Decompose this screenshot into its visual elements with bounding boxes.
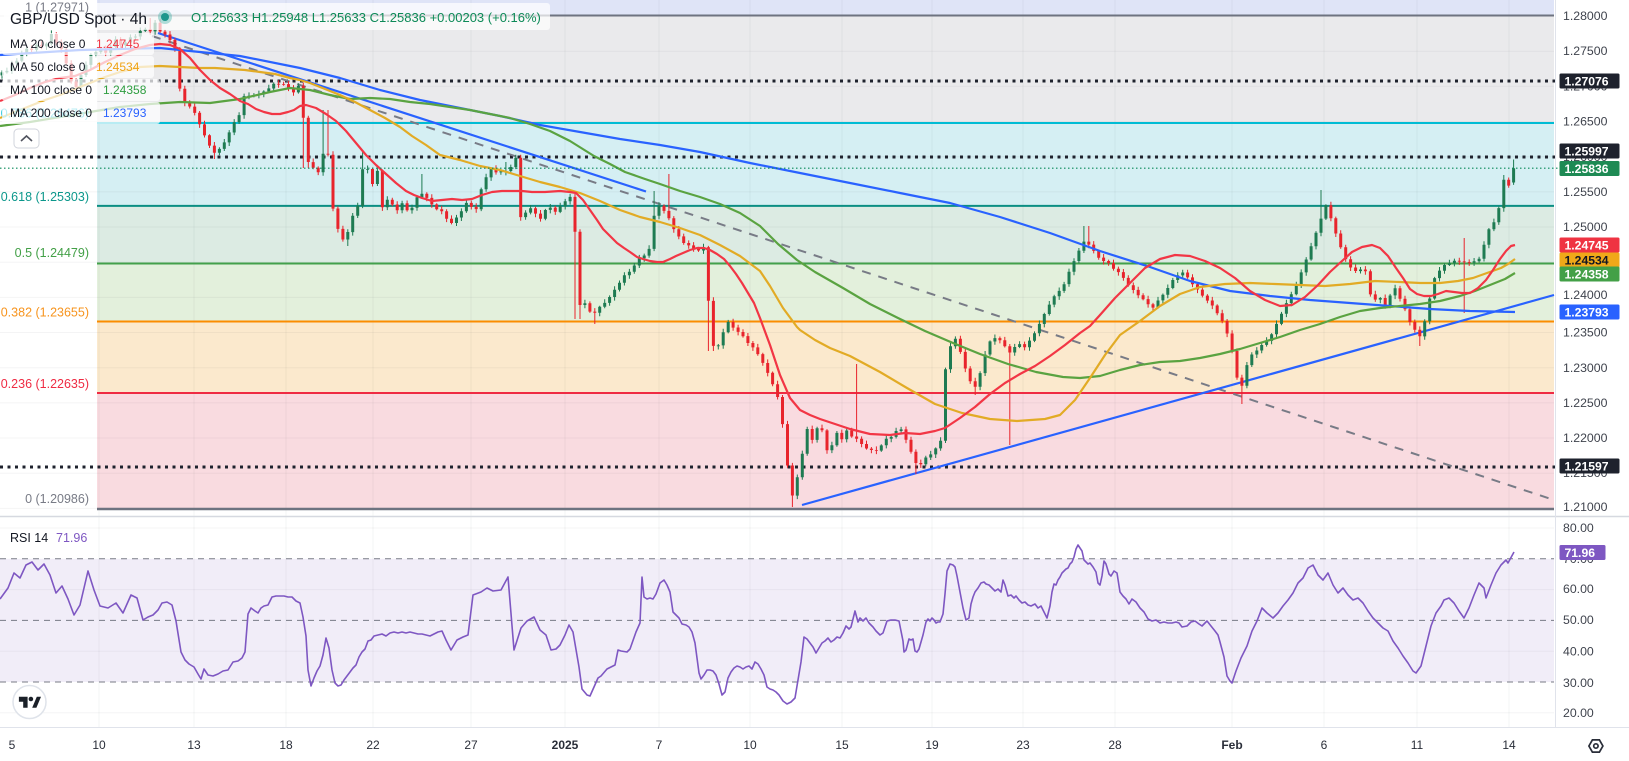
svg-text:1.23000: 1.23000 xyxy=(1563,361,1608,375)
svg-text:O1.25633 H1.25948 L1.25633: O1.25633 H1.25948 L1.25633 C1.25836 +0.0… xyxy=(191,10,541,25)
svg-text:6: 6 xyxy=(1321,738,1328,752)
svg-text:1.24358: 1.24358 xyxy=(103,83,147,97)
svg-text:1.24745: 1.24745 xyxy=(96,37,140,51)
svg-text:1.25836: 1.25836 xyxy=(1565,162,1609,176)
svg-text:1.21000: 1.21000 xyxy=(1563,500,1608,514)
svg-text:5: 5 xyxy=(9,738,16,752)
svg-text:27: 27 xyxy=(464,738,478,752)
svg-text:15: 15 xyxy=(835,738,849,752)
svg-text:0 (1.20986): 0 (1.20986) xyxy=(25,492,89,506)
svg-text:1.25000: 1.25000 xyxy=(1563,220,1608,234)
svg-text:1.23500: 1.23500 xyxy=(1563,326,1608,340)
svg-text:22: 22 xyxy=(366,738,380,752)
svg-text:14: 14 xyxy=(1502,738,1516,752)
svg-text:71.96: 71.96 xyxy=(1565,546,1596,560)
svg-text:0.5 (1.24479): 0.5 (1.24479) xyxy=(15,246,89,260)
svg-text:MA 20 close 0: MA 20 close 0 xyxy=(10,37,86,51)
svg-text:1.22000: 1.22000 xyxy=(1563,431,1608,445)
svg-text:60.00: 60.00 xyxy=(1563,582,1594,596)
svg-text:1.27076: 1.27076 xyxy=(1565,74,1609,88)
svg-text:0.618 (1.25303): 0.618 (1.25303) xyxy=(1,190,89,204)
svg-text:RSI 14: RSI 14 xyxy=(10,531,48,545)
svg-text:1.24534: 1.24534 xyxy=(96,60,140,74)
svg-text:2025: 2025 xyxy=(552,738,579,752)
svg-text:0.382 (1.23655): 0.382 (1.23655) xyxy=(1,305,89,319)
svg-text:50.00: 50.00 xyxy=(1563,613,1594,627)
svg-text:1.28000: 1.28000 xyxy=(1563,9,1608,23)
svg-text:1.27500: 1.27500 xyxy=(1563,44,1608,58)
svg-text:18: 18 xyxy=(279,738,293,752)
svg-text:1.24000: 1.24000 xyxy=(1563,288,1608,302)
svg-text:1.22500: 1.22500 xyxy=(1563,396,1608,410)
svg-text:23: 23 xyxy=(1016,738,1030,752)
svg-text:19: 19 xyxy=(925,738,939,752)
svg-text:MA 100 close 0: MA 100 close 0 xyxy=(10,83,92,97)
svg-text:7: 7 xyxy=(656,738,663,752)
svg-text:1 (1.27971): 1 (1.27971) xyxy=(25,0,89,14)
svg-text:13: 13 xyxy=(187,738,201,752)
svg-text:1.24534: 1.24534 xyxy=(1565,253,1609,267)
svg-text:Feb: Feb xyxy=(1221,738,1242,752)
svg-text:11: 11 xyxy=(1411,738,1424,752)
svg-text:1.25997: 1.25997 xyxy=(1565,144,1609,158)
svg-text:MA 50 close 0: MA 50 close 0 xyxy=(10,60,86,74)
svg-text:0.236 (1.22635): 0.236 (1.22635) xyxy=(1,377,89,391)
svg-text:1.25500: 1.25500 xyxy=(1563,185,1608,199)
svg-text:40.00: 40.00 xyxy=(1563,645,1594,659)
svg-text:10: 10 xyxy=(743,738,757,752)
svg-text:1.24745: 1.24745 xyxy=(1565,238,1609,252)
svg-text:1.26500: 1.26500 xyxy=(1563,115,1608,129)
svg-text:1.23793: 1.23793 xyxy=(103,106,147,120)
svg-text:1.24358: 1.24358 xyxy=(1565,267,1609,281)
svg-text:20.00: 20.00 xyxy=(1563,706,1594,720)
svg-text:28: 28 xyxy=(1108,738,1122,752)
svg-text:30.00: 30.00 xyxy=(1563,676,1594,690)
svg-text:MA 200 close 0: MA 200 close 0 xyxy=(10,106,92,120)
svg-text:71.96: 71.96 xyxy=(56,531,87,545)
svg-text:80.00: 80.00 xyxy=(1563,521,1594,535)
svg-text:1.23793: 1.23793 xyxy=(1565,305,1609,319)
svg-text:1.21597: 1.21597 xyxy=(1565,459,1609,473)
svg-text:10: 10 xyxy=(92,738,106,752)
svg-text:GBP/USD Spot · 4h: GBP/USD Spot · 4h xyxy=(10,11,147,28)
